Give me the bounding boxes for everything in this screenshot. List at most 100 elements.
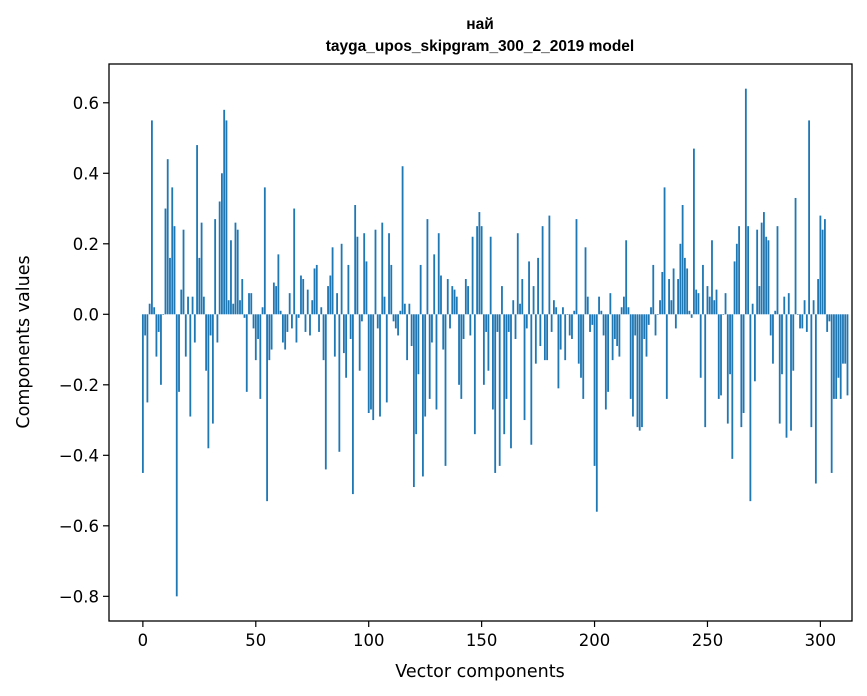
bar-192 <box>575 219 578 315</box>
bar-2 <box>146 314 149 403</box>
bar-129 <box>433 254 436 315</box>
bar-99 <box>365 261 368 315</box>
bar-56 <box>268 314 271 361</box>
bar-148 <box>476 226 479 315</box>
bar-302 <box>824 219 826 315</box>
bar-69 <box>297 314 300 318</box>
bar-42 <box>236 229 239 315</box>
bar-263 <box>735 243 738 315</box>
bar-125 <box>424 314 427 417</box>
bar-288 <box>792 314 795 371</box>
y-tick-label: −0.4 <box>59 446 99 465</box>
bar-93 <box>352 314 354 495</box>
bar-117 <box>406 314 409 361</box>
bar-146 <box>471 236 474 315</box>
bar-284 <box>783 296 786 315</box>
bar-249 <box>704 314 707 428</box>
bar-153 <box>487 314 490 371</box>
bar-269 <box>749 314 752 502</box>
bar-79 <box>320 307 323 315</box>
bar-290 <box>796 314 799 315</box>
bar-30 <box>209 314 212 336</box>
bar-203 <box>600 310 603 315</box>
bar-281 <box>776 226 779 315</box>
bar-55 <box>266 314 268 502</box>
bar-298 <box>814 314 817 484</box>
bar-91 <box>347 264 350 315</box>
bar-147 <box>473 314 476 435</box>
bar-86 <box>336 293 338 315</box>
bar-60 <box>277 254 280 315</box>
bar-107 <box>383 296 386 315</box>
bar-53 <box>261 307 264 315</box>
bar-140 <box>458 314 460 385</box>
bar-116 <box>403 303 406 315</box>
bar-10 <box>164 208 167 315</box>
chart-subtitle: tayga_upos_skipgram_300_2_2019 model <box>326 38 634 55</box>
bar-51 <box>257 314 259 339</box>
bar-97 <box>361 314 363 322</box>
bar-126 <box>426 219 429 315</box>
bar-81 <box>324 314 327 470</box>
bar-61 <box>279 310 282 315</box>
bar-135 <box>446 279 449 315</box>
bar-19 <box>184 314 187 357</box>
bar-49 <box>252 314 255 329</box>
bar-37 <box>225 120 228 315</box>
bar-142 <box>462 314 465 339</box>
bar-14 <box>173 226 176 315</box>
bar-12 <box>169 257 171 315</box>
y-tick-label: 0.2 <box>73 235 99 254</box>
bar-270 <box>751 303 754 315</box>
bar-184 <box>557 314 560 389</box>
bar-3 <box>148 303 151 315</box>
bar-87 <box>338 314 341 452</box>
bar-194 <box>580 314 582 378</box>
bar-293 <box>803 300 806 315</box>
bar-109 <box>388 233 390 315</box>
bar-264 <box>738 226 740 315</box>
x-tick-label: 300 <box>805 631 837 650</box>
bar-232 <box>665 314 668 399</box>
bar-22 <box>191 296 194 315</box>
bar-236 <box>674 314 677 329</box>
bar-253 <box>713 300 716 315</box>
bar-166 <box>516 233 519 315</box>
bar-44 <box>241 279 244 315</box>
bar-23 <box>193 314 196 343</box>
y-tick-label: −0.2 <box>59 376 99 395</box>
bar-233 <box>668 279 670 315</box>
bar-32 <box>214 219 217 315</box>
bar-210 <box>616 314 619 347</box>
bar-90 <box>345 314 348 378</box>
bar-216 <box>629 314 632 399</box>
bar-39 <box>230 240 232 315</box>
bar-218 <box>634 314 637 336</box>
bar-82 <box>327 286 329 315</box>
bar-111 <box>392 314 395 322</box>
bar-301 <box>821 229 824 315</box>
bar-112 <box>394 314 397 329</box>
bar-151 <box>482 314 485 385</box>
bar-175 <box>537 257 539 315</box>
bar-234 <box>670 300 673 315</box>
bar-306 <box>833 314 835 399</box>
bar-296 <box>810 314 813 428</box>
bar-65 <box>288 293 291 315</box>
bar-54 <box>263 187 266 315</box>
bar-239 <box>681 205 684 315</box>
bar-84 <box>331 247 334 315</box>
bar-85 <box>333 314 336 357</box>
bar-67 <box>293 208 296 315</box>
bar-120 <box>412 314 415 488</box>
bar-207 <box>609 293 612 315</box>
bar-45 <box>243 314 246 318</box>
bar-303 <box>826 314 829 332</box>
bar-73 <box>306 289 309 315</box>
bar-311 <box>844 314 847 364</box>
bar-169 <box>523 314 526 421</box>
bar-273 <box>758 286 761 315</box>
bar-122 <box>417 314 420 375</box>
bar-41 <box>234 222 237 315</box>
